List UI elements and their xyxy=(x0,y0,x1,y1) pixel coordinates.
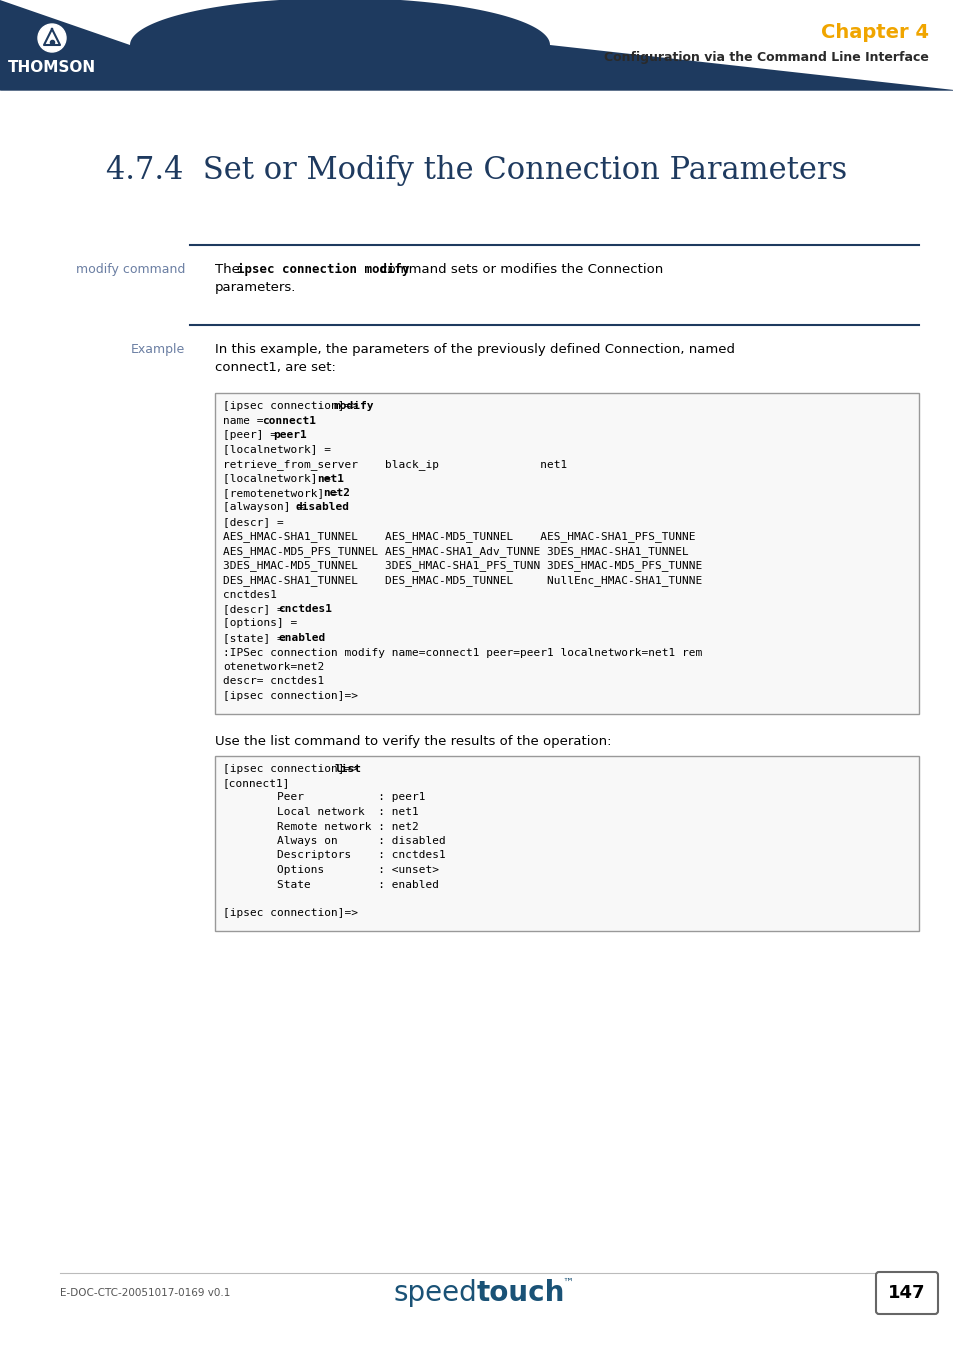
Text: E-DOC-CTC-20051017-0169 v0.1: E-DOC-CTC-20051017-0169 v0.1 xyxy=(60,1288,230,1298)
Text: Peer           : peer1: Peer : peer1 xyxy=(223,793,425,802)
Text: retrieve_from_server    black_ip               net1: retrieve_from_server black_ip net1 xyxy=(223,459,567,470)
Text: disabled: disabled xyxy=(294,503,349,512)
Text: [peer] =: [peer] = xyxy=(223,430,283,440)
Text: State          : enabled: State : enabled xyxy=(223,880,438,889)
Text: Always on      : disabled: Always on : disabled xyxy=(223,836,445,846)
Text: connect1: connect1 xyxy=(261,416,315,426)
Text: Descriptors    : cnctdes1: Descriptors : cnctdes1 xyxy=(223,851,445,861)
Text: [remotenetwork] =: [remotenetwork] = xyxy=(223,488,344,499)
Text: cnctdes1: cnctdes1 xyxy=(223,589,276,600)
Text: [ipsec connection]=>: [ipsec connection]=> xyxy=(223,763,357,774)
Text: Remote network : net2: Remote network : net2 xyxy=(223,821,418,831)
Text: In this example, the parameters of the previously defined Connection, named: In this example, the parameters of the p… xyxy=(214,343,734,357)
Text: Example: Example xyxy=(131,343,185,357)
Text: enabled: enabled xyxy=(278,634,325,643)
Text: net1: net1 xyxy=(317,473,344,484)
Text: cnctdes1: cnctdes1 xyxy=(278,604,333,613)
Text: modify: modify xyxy=(334,401,375,411)
Text: net2: net2 xyxy=(322,488,350,499)
Text: descr= cnctdes1: descr= cnctdes1 xyxy=(223,677,324,686)
Text: Options        : <unset>: Options : <unset> xyxy=(223,865,438,875)
Text: parameters.: parameters. xyxy=(214,281,296,295)
Text: 4.7.4  Set or Modify the Connection Parameters: 4.7.4 Set or Modify the Connection Param… xyxy=(107,155,846,186)
FancyBboxPatch shape xyxy=(875,1273,937,1315)
Text: 147: 147 xyxy=(887,1283,924,1302)
Text: connect1, are set:: connect1, are set: xyxy=(214,361,335,374)
Text: [ipsec connection]=>: [ipsec connection]=> xyxy=(223,401,357,411)
Text: touch: touch xyxy=(476,1279,565,1306)
Text: otenetwork=net2: otenetwork=net2 xyxy=(223,662,324,671)
Text: AES_HMAC-SHA1_TUNNEL    AES_HMAC-MD5_TUNNEL    AES_HMAC-SHA1_PFS_TUNNE: AES_HMAC-SHA1_TUNNEL AES_HMAC-MD5_TUNNEL… xyxy=(223,531,695,542)
Text: THOMSON: THOMSON xyxy=(8,61,96,76)
Text: [state] =: [state] = xyxy=(223,634,291,643)
Text: [localnetwork] =: [localnetwork] = xyxy=(223,444,331,454)
Text: AES_HMAC-MD5_PFS_TUNNEL AES_HMAC-SHA1_Adv_TUNNE 3DES_HMAC-SHA1_TUNNEL: AES_HMAC-MD5_PFS_TUNNEL AES_HMAC-SHA1_Ad… xyxy=(223,546,688,557)
Text: command sets or modifies the Connection: command sets or modifies the Connection xyxy=(375,263,662,276)
FancyBboxPatch shape xyxy=(214,755,918,931)
Text: The: The xyxy=(214,263,244,276)
Text: name =: name = xyxy=(223,416,270,426)
Text: [alwayson] =: [alwayson] = xyxy=(223,503,311,512)
Text: [descr] =: [descr] = xyxy=(223,604,291,613)
Text: [localnetwork] =: [localnetwork] = xyxy=(223,473,337,484)
Text: list: list xyxy=(334,763,360,774)
Text: :IPSec connection modify name=connect1 peer=peer1 localnetwork=net1 rem: :IPSec connection modify name=connect1 p… xyxy=(223,647,701,658)
Polygon shape xyxy=(0,0,953,91)
Text: [options] =: [options] = xyxy=(223,619,297,628)
Text: [ipsec connection]=>: [ipsec connection]=> xyxy=(223,690,357,701)
Bar xyxy=(0,0,953,91)
Text: Use the list command to verify the results of the operation:: Use the list command to verify the resul… xyxy=(214,735,611,748)
Text: modify command: modify command xyxy=(75,263,185,276)
Text: peer1: peer1 xyxy=(273,430,306,440)
Text: Chapter 4: Chapter 4 xyxy=(821,23,928,42)
Text: Configuration via the Command Line Interface: Configuration via the Command Line Inter… xyxy=(603,51,928,65)
Text: speed: speed xyxy=(393,1279,476,1306)
Circle shape xyxy=(38,24,66,51)
Text: [ipsec connection]=>: [ipsec connection]=> xyxy=(223,908,357,919)
Text: 3DES_HMAC-MD5_TUNNEL    3DES_HMAC-SHA1_PFS_TUNN 3DES_HMAC-MD5_PFS_TUNNE: 3DES_HMAC-MD5_TUNNEL 3DES_HMAC-SHA1_PFS_… xyxy=(223,561,701,571)
Text: Local network  : net1: Local network : net1 xyxy=(223,807,418,817)
Text: [descr] =: [descr] = xyxy=(223,517,283,527)
Text: DES_HMAC-SHA1_TUNNEL    DES_HMAC-MD5_TUNNEL     NullEnc_HMAC-SHA1_TUNNE: DES_HMAC-SHA1_TUNNEL DES_HMAC-MD5_TUNNEL… xyxy=(223,576,701,586)
Text: ipsec connection modify: ipsec connection modify xyxy=(236,263,409,276)
FancyBboxPatch shape xyxy=(214,393,918,713)
Text: ™: ™ xyxy=(561,1278,573,1288)
Text: [connect1]: [connect1] xyxy=(223,778,291,788)
